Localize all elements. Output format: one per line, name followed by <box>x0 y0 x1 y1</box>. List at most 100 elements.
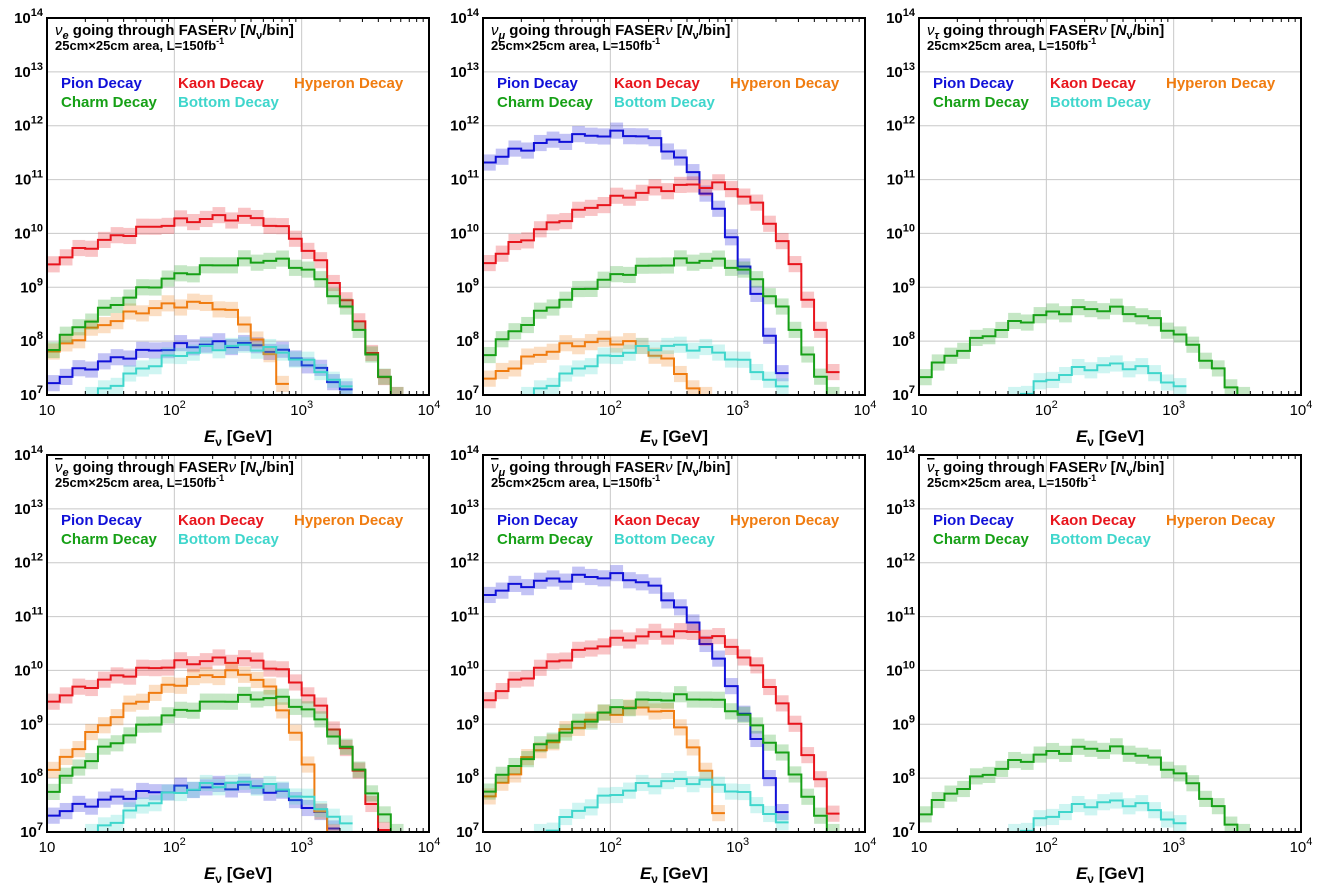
legend-entry: Bottom Decay <box>178 94 280 111</box>
y-tick-label: 107 <box>456 384 479 404</box>
y-tick-label: 1014 <box>450 7 480 27</box>
x-tick-label: 103 <box>290 399 313 419</box>
legend-entry: Charm Decay <box>933 94 1030 111</box>
panel-subtitle: 25cm×25cm area, L=150fb-1 <box>55 36 224 53</box>
legend-entry: Kaon Decay <box>614 512 701 529</box>
x-tick-label: 104 <box>1290 836 1313 856</box>
y-tick-label: 109 <box>456 713 479 733</box>
series-line <box>483 257 840 395</box>
legend-entry: Hyperon Decay <box>1166 75 1276 92</box>
panel-subtitle: 25cm×25cm area, L=150fb-1 <box>927 36 1096 53</box>
y-tick-label: 1010 <box>886 659 915 679</box>
legend-entry: Hyperon Decay <box>1166 512 1276 529</box>
y-tick-label: 1011 <box>887 169 915 189</box>
y-tick-label: 107 <box>892 821 915 841</box>
x-tick-label: 104 <box>418 399 441 419</box>
uncertainty-band <box>327 820 340 832</box>
plot-frame <box>46 454 430 833</box>
y-tick-label: 108 <box>456 767 479 787</box>
x-tick-label: 103 <box>290 836 313 856</box>
y-tick-label: 1014 <box>14 444 44 464</box>
legend-entry: Charm Decay <box>497 531 594 548</box>
panel-subtitle: 25cm×25cm area, L=150fb-1 <box>491 36 660 53</box>
legend-entry: Kaon Decay <box>178 512 265 529</box>
x-tick-label: 104 <box>1290 399 1313 419</box>
x-tick-label: 104 <box>418 836 441 856</box>
x-axis-label: Eν [GeV] <box>1076 864 1144 885</box>
y-tick-label: 1013 <box>14 61 43 81</box>
x-axis-label: Eν [GeV] <box>204 427 272 449</box>
x-tick-label: 103 <box>1162 399 1185 419</box>
uncertainty-band <box>85 386 98 395</box>
x-axis-label: Eν [GeV] <box>1076 427 1144 449</box>
series-line <box>483 693 840 832</box>
series-line <box>919 305 1251 395</box>
y-tick-label: 109 <box>20 276 43 296</box>
series-line <box>47 257 404 395</box>
legend-entry: Kaon Decay <box>1050 75 1137 92</box>
series-group <box>483 565 840 832</box>
panel-subtitle: 25cm×25cm area, L=150fb-1 <box>55 473 224 490</box>
panel-title: νe going through FASERν [Nν/bin] <box>55 459 294 479</box>
y-tick-label: 1010 <box>450 659 479 679</box>
y-tick-label: 1011 <box>15 169 43 189</box>
legend-entry: Hyperon Decay <box>294 512 404 529</box>
uncertainty-band <box>339 381 353 395</box>
legend-entry: Hyperon Decay <box>730 512 840 529</box>
y-tick-label: 109 <box>20 713 43 733</box>
x-tick-label: 102 <box>163 836 186 856</box>
series-group <box>919 298 1251 395</box>
legend-entry: Pion Decay <box>497 75 579 92</box>
y-tick-label: 1014 <box>886 444 916 464</box>
series-line <box>533 778 789 832</box>
legend-entry: Hyperon Decay <box>730 75 840 92</box>
chart-panel-2: 10 102 103 104 107 108 109 1010 1011 1012 1013 1014… <box>450 7 876 449</box>
uncertainty-band <box>327 823 340 832</box>
uncertainty-band <box>546 822 560 832</box>
y-tick-label: 108 <box>20 330 43 350</box>
y-tick-label: 1014 <box>14 7 44 27</box>
uncertainty-band <box>1237 823 1251 832</box>
x-axis-label: Eν [GeV] <box>640 864 708 885</box>
y-tick-label: 1012 <box>450 115 479 135</box>
x-tick-label: 10 <box>475 402 492 419</box>
y-tick-label: 108 <box>892 330 915 350</box>
y-tick-label: 1014 <box>450 444 480 464</box>
y-tick-label: 1012 <box>886 115 915 135</box>
plot-frame <box>46 17 430 396</box>
legend-entry: Kaon Decay <box>178 75 265 92</box>
plot-frame <box>482 454 866 833</box>
y-tick-label: 1011 <box>887 606 915 626</box>
legend-entry: Pion Decay <box>933 512 1015 529</box>
plot-frame <box>482 17 866 396</box>
uncertainty-band <box>1020 822 1034 832</box>
series-line <box>483 129 789 375</box>
uncertainty-band <box>1237 386 1251 395</box>
series-line <box>521 343 789 395</box>
x-tick-label: 103 <box>1162 836 1185 856</box>
uncertainty-band <box>390 823 404 832</box>
legend-entry: Pion Decay <box>497 512 579 529</box>
plot-frame <box>918 17 1302 396</box>
x-tick-label: 103 <box>726 836 749 856</box>
x-tick-label: 102 <box>599 836 622 856</box>
series-line <box>483 630 840 815</box>
y-tick-label: 1014 <box>886 7 916 27</box>
y-tick-label: 1011 <box>15 606 43 626</box>
y-tick-label: 1010 <box>14 659 43 679</box>
y-tick-label: 107 <box>20 821 43 841</box>
uncertainty-band <box>1020 385 1034 395</box>
series-line <box>85 343 353 395</box>
series-line <box>47 300 289 385</box>
uncertainty-band <box>521 386 534 395</box>
y-tick-label: 109 <box>892 713 915 733</box>
uncertainty-band <box>390 386 404 395</box>
legend-entry: Bottom Decay <box>1050 94 1152 111</box>
uncertainty-band <box>378 821 391 832</box>
legend-entry: Bottom Decay <box>178 531 280 548</box>
y-tick-label: 107 <box>892 384 915 404</box>
series-line <box>483 337 713 395</box>
series-line <box>85 780 353 832</box>
y-tick-label: 108 <box>456 330 479 350</box>
